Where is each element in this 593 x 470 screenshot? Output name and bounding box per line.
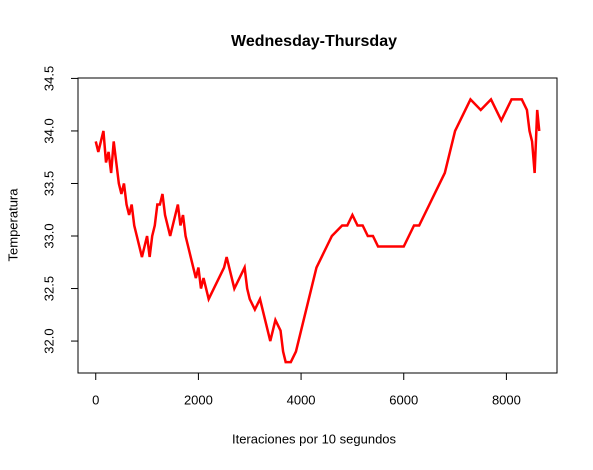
chart-title: Wednesday-Thursday (231, 33, 397, 50)
y-axis-label: Temperatura (5, 188, 20, 262)
y-tick-label: 33.5 (41, 171, 56, 196)
y-tick-label: 34.0 (41, 118, 56, 143)
y-tick-label: 34.5 (41, 66, 56, 91)
y-tick-label: 33.0 (41, 223, 56, 248)
plot-box (77, 77, 558, 374)
x-tick-label: 6000 (389, 392, 418, 407)
y-tick-label: 32.5 (41, 276, 56, 301)
y-tick-label: 32.0 (41, 328, 56, 353)
x-tick-label: 2000 (184, 392, 213, 407)
x-tick-label: 0 (92, 392, 99, 407)
x-tick-label: 4000 (287, 392, 316, 407)
x-tick-label: 8000 (492, 392, 521, 407)
x-axis-label: Iteraciones por 10 segundos (232, 431, 397, 446)
data-line (94, 97, 541, 364)
